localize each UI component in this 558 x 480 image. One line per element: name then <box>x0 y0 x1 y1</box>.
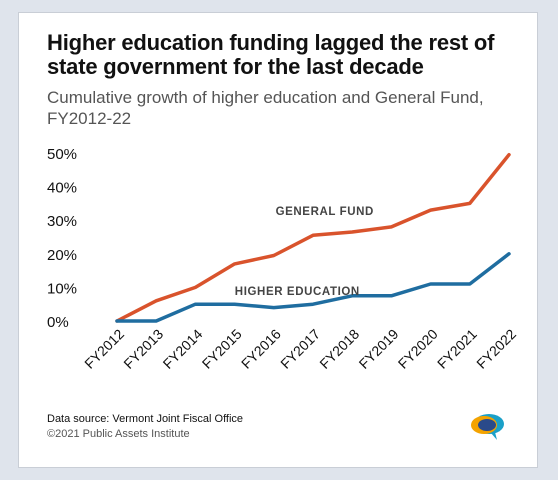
series-label: HIGHER EDUCATION <box>235 286 360 298</box>
chart-title: Higher education funding lagged the rest… <box>47 30 495 79</box>
y-tick-label: 0% <box>47 314 69 331</box>
x-tick-label: FY2012 <box>81 326 127 372</box>
data-source-note: Data source: Vermont Joint Fiscal Office <box>47 413 244 425</box>
x-tick-label: FY2021 <box>434 326 480 372</box>
x-tick-label: FY2022 <box>473 326 519 372</box>
x-tick-label: FY2014 <box>160 326 206 372</box>
x-tick-label: FY2017 <box>277 326 323 372</box>
x-tick-label: FY2013 <box>120 326 166 372</box>
y-tick-label: 10% <box>47 280 77 297</box>
chart-subtitle: Cumulative growth of higher education an… <box>47 88 484 128</box>
chart-card: Higher education funding lagged the rest… <box>18 12 538 468</box>
x-tick-label: FY2016 <box>238 326 284 372</box>
copyright-note: ©2021 Public Assets Institute <box>47 428 190 440</box>
speech-bubble-logo-icon <box>471 414 504 440</box>
series-line-general-fund <box>115 152 511 323</box>
x-tick-label: FY2019 <box>356 326 402 372</box>
y-tick-label: 50% <box>47 146 77 163</box>
series-label: GENERAL FUND <box>276 206 374 218</box>
x-tick-label: FY2020 <box>395 326 441 372</box>
y-tick-label: 40% <box>47 180 77 197</box>
series-line-higher-education <box>115 252 511 323</box>
y-tick-label: 30% <box>47 213 77 230</box>
line-chart: 0%10%20%30%40%50%FY2012FY2013FY2014FY201… <box>47 146 519 372</box>
x-tick-label: FY2018 <box>316 326 362 372</box>
x-tick-label: FY2015 <box>199 326 245 372</box>
y-tick-label: 20% <box>47 247 77 264</box>
